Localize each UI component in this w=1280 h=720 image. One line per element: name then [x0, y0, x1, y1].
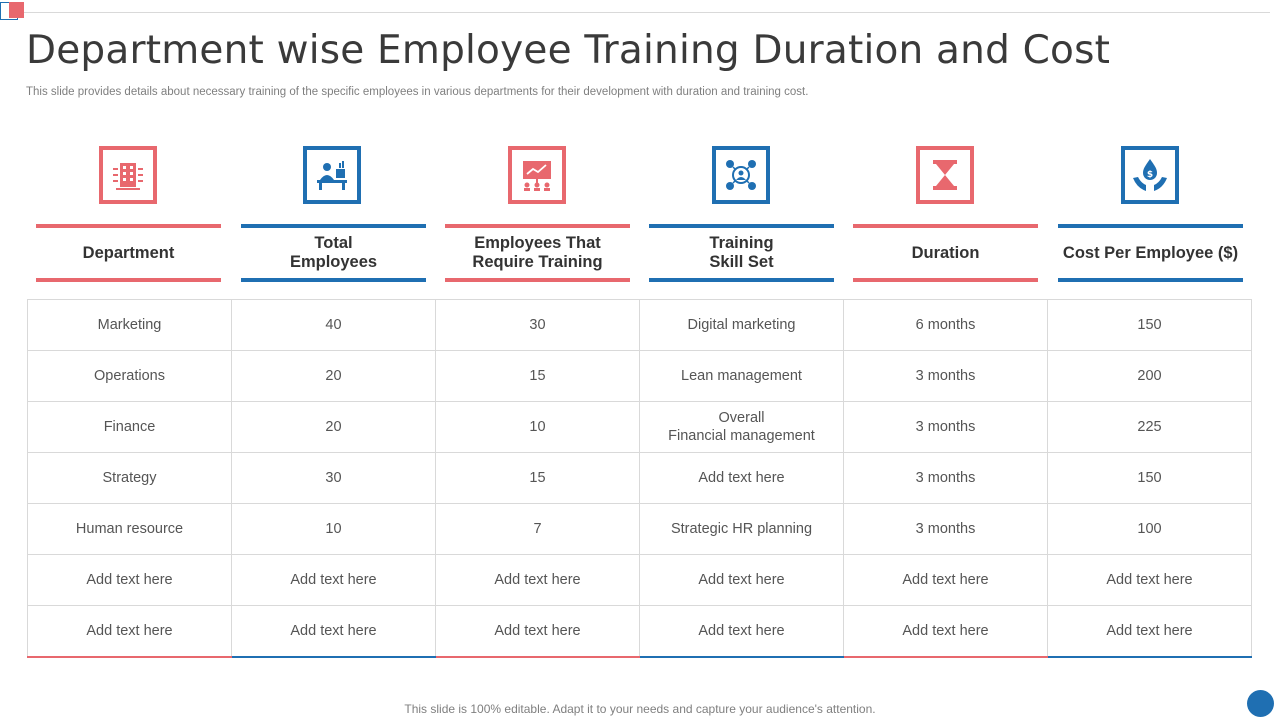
column-header-training-skill-set: Training Skill Set	[649, 224, 834, 282]
cell-employees-require-training[interactable]: Add text here	[435, 554, 640, 606]
table-row: Add text here Add text here Add text her…	[27, 605, 1252, 658]
column-header-total-employees: Total Employees	[241, 224, 426, 282]
cell-training-skill-set[interactable]: Add text here	[639, 452, 844, 504]
cell-duration[interactable]: 3 months	[843, 350, 1048, 402]
cell-total-employees[interactable]: 20	[231, 401, 436, 453]
cell-duration[interactable]: 3 months	[843, 401, 1048, 453]
cell-training-skill-set[interactable]: Lean management	[639, 350, 844, 402]
table-row: Operations 20 15 Lean management 3 month…	[27, 350, 1252, 402]
cell-employees-require-training[interactable]: 10	[435, 401, 640, 453]
column-header-duration: Duration	[853, 224, 1038, 282]
dollar-hands-icon: $	[1121, 146, 1179, 204]
table-row: Strategy 30 15 Add text here 3 months 15…	[27, 452, 1252, 504]
cell-duration[interactable]: Add text here	[843, 605, 1048, 658]
cell-cost-per-employee[interactable]: 150	[1047, 299, 1252, 351]
slide-nav-button[interactable]	[1247, 690, 1274, 717]
cell-cost-per-employee[interactable]: Add text here	[1047, 554, 1252, 606]
cell-training-skill-set[interactable]: Add text here	[639, 605, 844, 658]
hourglass-icon	[916, 146, 974, 204]
column-header-employees-require-training: Employees That Require Training	[445, 224, 630, 282]
table-row: Human resource 10 7 Strategic HR plannin…	[27, 503, 1252, 555]
cell-cost-per-employee[interactable]: 150	[1047, 452, 1252, 504]
top-divider	[24, 12, 1270, 13]
cell-cost-per-employee[interactable]: 200	[1047, 350, 1252, 402]
table-row: Add text here Add text here Add text her…	[27, 554, 1252, 606]
cell-duration[interactable]: 6 months	[843, 299, 1048, 351]
cell-training-skill-set[interactable]: Digital marketing	[639, 299, 844, 351]
cell-training-skill-set[interactable]: Add text here	[639, 554, 844, 606]
employee-desk-icon	[303, 146, 361, 204]
cell-duration[interactable]: Add text here	[843, 554, 1048, 606]
cell-department[interactable]: Strategy	[27, 452, 232, 504]
corner-logo-mark	[0, 0, 24, 24]
cell-total-employees[interactable]: Add text here	[231, 554, 436, 606]
cell-cost-per-employee[interactable]: 225	[1047, 401, 1252, 453]
cell-cost-per-employee[interactable]: Add text here	[1047, 605, 1252, 658]
cell-department[interactable]: Operations	[27, 350, 232, 402]
cell-total-employees[interactable]: 40	[231, 299, 436, 351]
cell-employees-require-training[interactable]: 15	[435, 452, 640, 504]
cell-total-employees[interactable]: Add text here	[231, 605, 436, 658]
cell-department[interactable]: Add text here	[27, 554, 232, 606]
cell-total-employees[interactable]: 10	[231, 503, 436, 555]
cell-department[interactable]: Finance	[27, 401, 232, 453]
cell-training-skill-set[interactable]: Strategic HR planning	[639, 503, 844, 555]
cell-department[interactable]: Marketing	[27, 299, 232, 351]
cell-department[interactable]: Human resource	[27, 503, 232, 555]
column-header-cost-per-employee: Cost Per Employee ($)	[1058, 224, 1243, 282]
training-table: Marketing 40 30 Digital marketing 6 mont…	[27, 299, 1252, 658]
skill-network-icon	[712, 146, 770, 204]
training-board-icon	[508, 146, 566, 204]
cell-department[interactable]: Add text here	[27, 605, 232, 658]
cell-employees-require-training[interactable]: Add text here	[435, 605, 640, 658]
table-row: Marketing 40 30 Digital marketing 6 mont…	[27, 299, 1252, 351]
corner-square-red	[9, 2, 24, 18]
cell-total-employees[interactable]: 20	[231, 350, 436, 402]
cell-duration[interactable]: 3 months	[843, 503, 1048, 555]
table-row: Finance 20 10 Overall Financial manageme…	[27, 401, 1252, 453]
cell-duration[interactable]: 3 months	[843, 452, 1048, 504]
cell-employees-require-training[interactable]: 7	[435, 503, 640, 555]
footer-note: This slide is 100% editable. Adapt it to…	[404, 702, 876, 716]
page-title: Department wise Employee Training Durati…	[26, 28, 1111, 73]
cell-employees-require-training[interactable]: 30	[435, 299, 640, 351]
cell-training-skill-set[interactable]: Overall Financial management	[639, 401, 844, 453]
column-header-department: Department	[36, 224, 221, 282]
page-subtitle: This slide provides details about necess…	[26, 86, 809, 98]
svg-text:$: $	[1147, 170, 1153, 180]
cell-employees-require-training[interactable]: 15	[435, 350, 640, 402]
cell-cost-per-employee[interactable]: 100	[1047, 503, 1252, 555]
building-icon	[99, 146, 157, 204]
cell-total-employees[interactable]: 30	[231, 452, 436, 504]
